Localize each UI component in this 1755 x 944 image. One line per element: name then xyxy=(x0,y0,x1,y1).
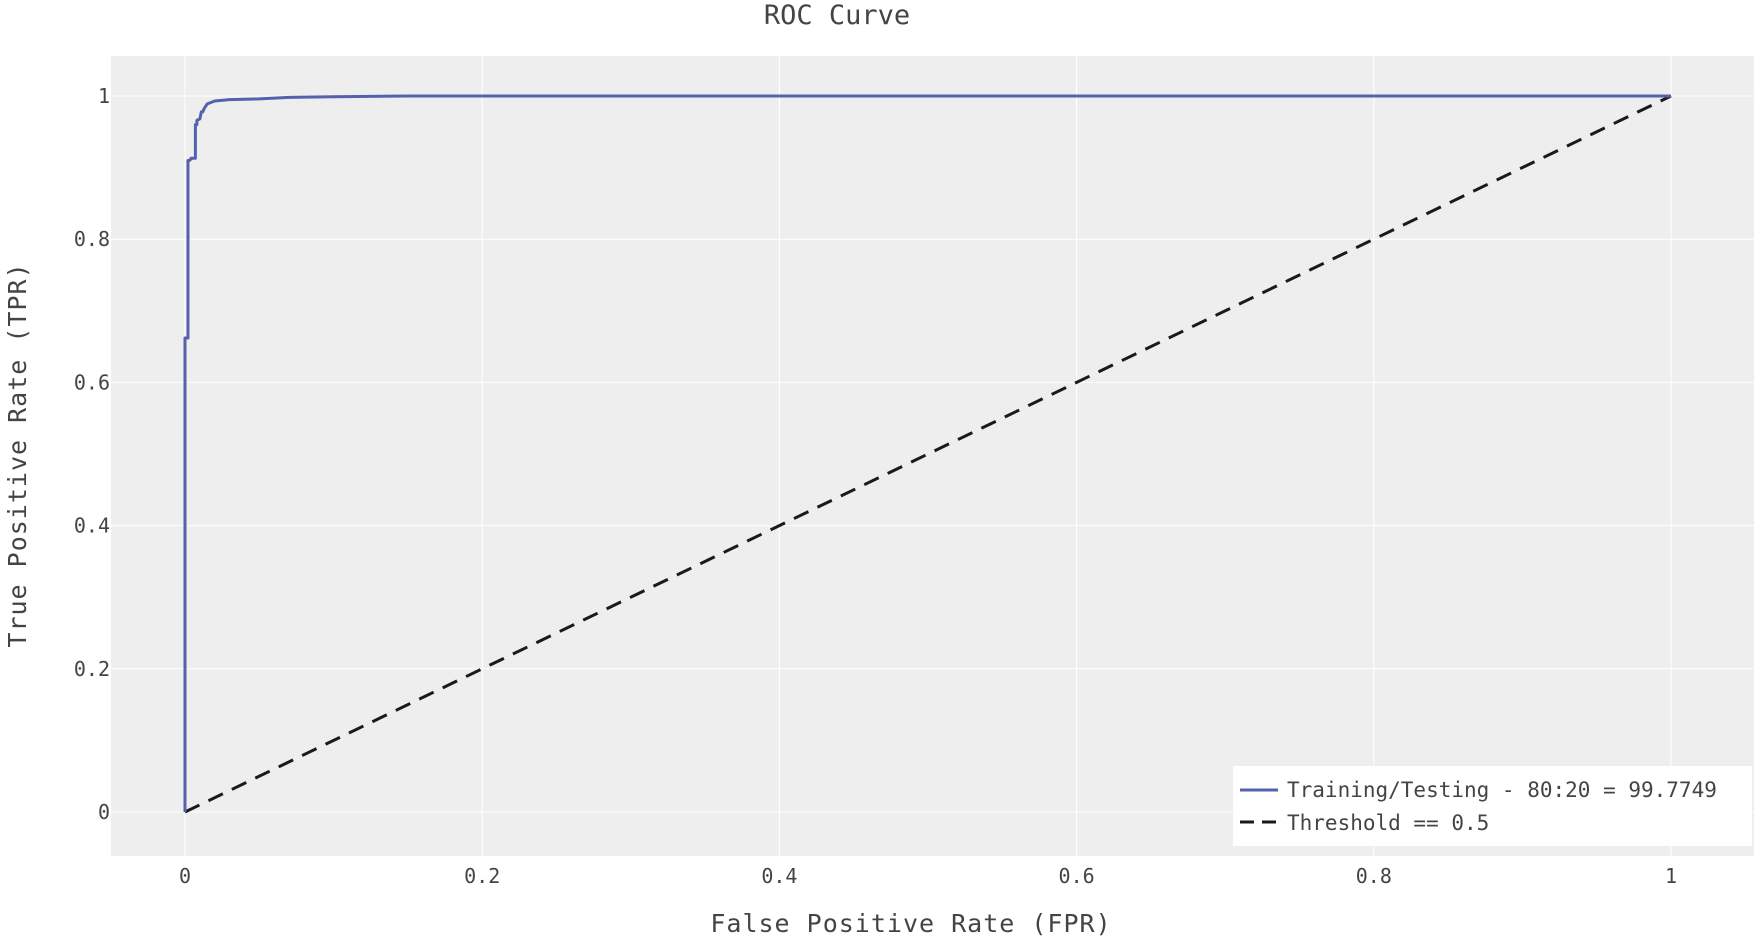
x-tick-label: 0.6 xyxy=(1059,864,1095,888)
legend-box xyxy=(1233,766,1752,846)
threshold-line xyxy=(184,94,1672,814)
y-tick-labels: 0 0.2 0.4 0.6 0.8 1 xyxy=(74,84,110,824)
y-axis-title: True Positive Rate (TPR) xyxy=(3,262,32,647)
x-axis-title: False Positive Rate (FPR) xyxy=(710,909,1111,938)
x-tick-label: 0.8 xyxy=(1356,864,1392,888)
y-tick-label: 0.6 xyxy=(74,370,110,394)
legend: Training/Testing - 80:20 = 99.7749 Thres… xyxy=(1233,766,1752,846)
chart-title: ROC Curve xyxy=(764,0,910,31)
y-tick-label: 0.2 xyxy=(74,657,110,681)
y-tick-label: 0.4 xyxy=(74,514,110,538)
legend-label-roc: Training/Testing - 80:20 = 99.7749 xyxy=(1287,778,1717,802)
x-tick-label: 1 xyxy=(1665,864,1677,888)
x-tick-labels: 0 0.2 0.4 0.6 0.8 1 xyxy=(179,864,1677,888)
x-tick-label: 0 xyxy=(179,864,191,888)
y-tick-label: 1 xyxy=(98,84,110,108)
roc-curve-line xyxy=(183,94,1671,812)
legend-label-threshold: Threshold == 0.5 xyxy=(1287,811,1489,835)
x-tick-label: 0.4 xyxy=(761,864,797,888)
y-tick-label: 0 xyxy=(98,800,110,824)
series-group xyxy=(183,94,1672,814)
x-tick-label: 0.2 xyxy=(464,864,500,888)
y-tick-label: 0.8 xyxy=(74,227,110,251)
